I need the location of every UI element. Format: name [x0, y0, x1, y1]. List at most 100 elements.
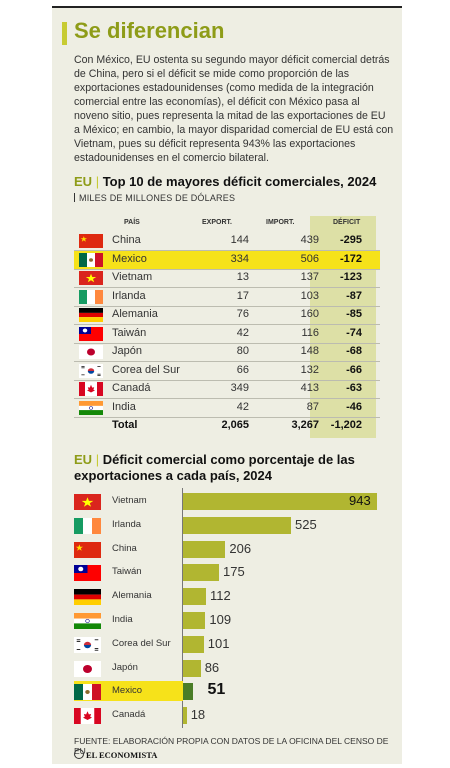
chart-axis-line: [182, 488, 183, 728]
vietnam-flag-icon: [79, 271, 103, 285]
highlight-row-background: [74, 681, 183, 702]
total-exports: 2,065: [221, 419, 249, 431]
cell-country: Vietnam: [112, 271, 153, 283]
category-label: Irlanda: [112, 518, 142, 530]
table-total-row: Total 2,065 3,267 -1,202: [74, 415, 380, 437]
cell-deficit: -85: [346, 308, 362, 320]
canada-flag-icon: [74, 708, 101, 725]
bar: [183, 493, 377, 510]
south-korea-flag-icon: [74, 636, 101, 653]
cell-exports: 144: [230, 234, 249, 246]
cell-imports: 413: [300, 382, 319, 394]
cell-exports: 17: [236, 289, 249, 302]
cell-country: Irlanda: [112, 289, 146, 302]
cell-deficit: -87: [346, 289, 362, 302]
title-accent-bar: [62, 22, 67, 45]
bar-value-label: 112: [210, 588, 231, 604]
content-layer: EU | Top 10 de mayores déficit comercial…: [52, 6, 402, 762]
india-flag-icon: [74, 613, 101, 629]
south-korea-flag-icon: [79, 363, 103, 378]
bar-value-label: 175: [223, 564, 245, 580]
cell-country: Japón: [112, 345, 142, 357]
cell-exports: 334: [230, 252, 249, 265]
table-title-prefix: EU: [74, 174, 93, 189]
cell-deficit: -123: [339, 271, 362, 283]
bar: [183, 612, 206, 629]
cell-imports: 506: [300, 252, 319, 265]
chart-title-prefix: EU: [74, 452, 93, 467]
chart-title-text: Déficit comercial como porcentaje de las…: [74, 452, 355, 483]
bar: [183, 635, 204, 653]
cell-exports: 13: [236, 271, 249, 283]
logo-text: EL ECONOMISTA: [86, 750, 158, 760]
cell-imports: 160: [300, 308, 319, 320]
cell-exports: 42: [236, 400, 249, 413]
chart-title: EU | Déficit comercial como porcentaje d…: [74, 452, 394, 484]
category-label: India: [112, 614, 133, 625]
table-title: EU | Top 10 de mayores déficit comercial…: [74, 174, 376, 189]
cell-deficit: -68: [346, 345, 362, 357]
cell-deficit: -66: [346, 363, 362, 376]
table-row: Alemania 76 160 -85: [74, 306, 380, 325]
japan-flag-icon: [74, 660, 101, 677]
india-flag-icon: [79, 400, 103, 415]
bar: [183, 659, 201, 677]
table-row: Canadá 349 413 -63: [74, 380, 380, 399]
cell-exports: 349: [230, 382, 249, 394]
bar: [183, 707, 187, 725]
logo-mark-icon: [74, 749, 84, 759]
table-row: India 42 87 -46: [74, 399, 380, 418]
china-flag-icon: [74, 541, 101, 558]
ireland-flag-icon: [74, 517, 101, 534]
category-label: China: [112, 542, 137, 554]
bar-value-label: 18: [190, 707, 206, 723]
table-row: Japón 80 148 -68: [74, 343, 380, 362]
bar-value-label: 101: [207, 635, 230, 651]
bar-value-label: 109: [209, 612, 232, 627]
germany-flag-icon: [74, 589, 101, 606]
bar: [183, 683, 194, 701]
cell-exports: 42: [236, 326, 249, 339]
category-label: Taiwán: [112, 566, 142, 578]
vietnam-flag-icon: [74, 494, 101, 510]
category-label: Mexico: [112, 685, 143, 697]
table-row: Irlanda 17 103 -87: [74, 288, 380, 307]
cell-deficit: -63: [346, 382, 362, 394]
taiwan-flag-icon: [79, 326, 103, 341]
bar: [183, 516, 291, 534]
bar: [183, 588, 207, 606]
table-title-text: Top 10 de mayores déficit comerciales, 2…: [102, 174, 377, 189]
japan-flag-icon: [79, 345, 103, 359]
cell-country: Taiwán: [112, 326, 147, 339]
cell-exports: 80: [236, 345, 249, 357]
bar-value-label: 86: [204, 659, 220, 675]
cell-country: Canadá: [112, 382, 151, 394]
taiwan-flag-icon: [74, 565, 101, 582]
intro-paragraph: Con México, EU ostenta su segundo mayor …: [74, 54, 394, 164]
title-separator: |: [95, 452, 100, 467]
total-imports: 3,267: [291, 419, 319, 431]
bar: [183, 540, 226, 558]
cell-exports: 66: [236, 363, 249, 376]
cell-country: Corea del Sur: [112, 363, 180, 376]
bar: [183, 564, 219, 582]
table-row: Vietnam 13 137 -123: [74, 269, 380, 288]
bar-value-label: 525: [295, 516, 317, 532]
china-flag-icon: [79, 234, 103, 248]
cell-deficit: -172: [339, 252, 362, 265]
publisher-logo: EL ECONOMISTA: [74, 749, 157, 760]
table-row: Mexico 334 506 -172: [74, 250, 380, 270]
cell-country: Mexico: [112, 252, 147, 265]
cell-deficit: -74: [346, 326, 362, 339]
table-subtitle: MILES DE MILLONES DE DÓLARES: [74, 193, 235, 203]
cell-imports: 132: [300, 363, 319, 376]
category-label: Alemania: [112, 590, 152, 602]
category-label: Canadá: [112, 709, 146, 721]
category-label: Japón: [112, 661, 138, 673]
cell-exports: 76: [236, 308, 249, 320]
cell-imports: 103: [300, 289, 319, 302]
mexico-flag-icon: [74, 684, 101, 701]
cell-country: China: [112, 234, 141, 246]
ireland-flag-icon: [79, 289, 103, 304]
